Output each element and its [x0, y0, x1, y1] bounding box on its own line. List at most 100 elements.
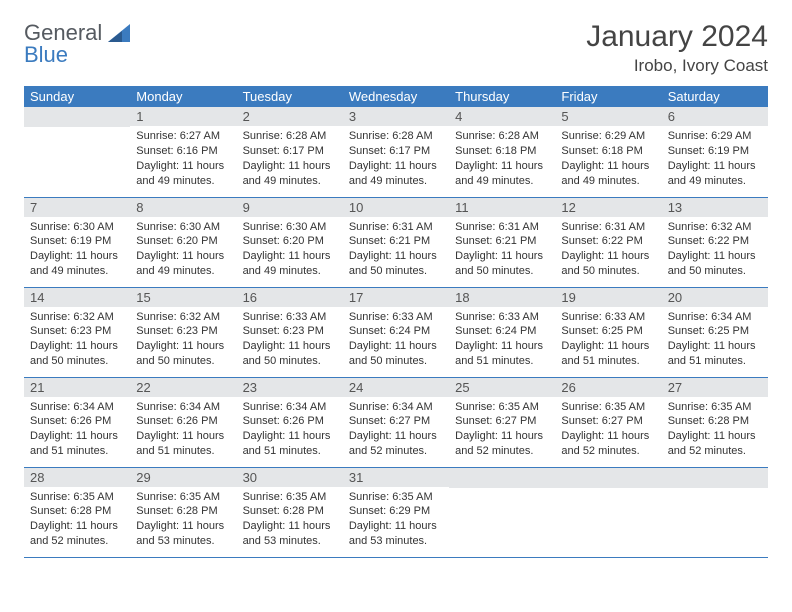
- day-body: Sunrise: 6:31 AMSunset: 6:21 PMDaylight:…: [343, 217, 449, 285]
- calendar-row: 14Sunrise: 6:32 AMSunset: 6:23 PMDayligh…: [24, 287, 768, 377]
- day-body: Sunrise: 6:32 AMSunset: 6:23 PMDaylight:…: [24, 307, 130, 375]
- day-body: Sunrise: 6:30 AMSunset: 6:19 PMDaylight:…: [24, 217, 130, 285]
- day-body: Sunrise: 6:35 AMSunset: 6:29 PMDaylight:…: [343, 487, 449, 555]
- day-body: Sunrise: 6:30 AMSunset: 6:20 PMDaylight:…: [130, 217, 236, 285]
- day-number: 6: [662, 107, 768, 126]
- calendar-cell: 5Sunrise: 6:29 AMSunset: 6:18 PMDaylight…: [555, 107, 661, 197]
- calendar-cell: 8Sunrise: 6:30 AMSunset: 6:20 PMDaylight…: [130, 197, 236, 287]
- day-number: 17: [343, 288, 449, 307]
- calendar-cell: [662, 467, 768, 557]
- page-header: General January 2024 Irobo, Ivory Coast: [24, 20, 768, 76]
- day-body: Sunrise: 6:28 AMSunset: 6:17 PMDaylight:…: [237, 126, 343, 194]
- day-number: 13: [662, 198, 768, 217]
- day-body: Sunrise: 6:29 AMSunset: 6:19 PMDaylight:…: [662, 126, 768, 194]
- calendar-cell: 23Sunrise: 6:34 AMSunset: 6:26 PMDayligh…: [237, 377, 343, 467]
- day-number: 8: [130, 198, 236, 217]
- calendar-cell: 7Sunrise: 6:30 AMSunset: 6:19 PMDaylight…: [24, 197, 130, 287]
- calendar-cell: 18Sunrise: 6:33 AMSunset: 6:24 PMDayligh…: [449, 287, 555, 377]
- calendar-cell: 4Sunrise: 6:28 AMSunset: 6:18 PMDaylight…: [449, 107, 555, 197]
- day-body: Sunrise: 6:32 AMSunset: 6:23 PMDaylight:…: [130, 307, 236, 375]
- day-number: 29: [130, 468, 236, 487]
- day-number: 4: [449, 107, 555, 126]
- title-block: January 2024 Irobo, Ivory Coast: [586, 20, 768, 76]
- day-number: 24: [343, 378, 449, 397]
- calendar-cell: 2Sunrise: 6:28 AMSunset: 6:17 PMDaylight…: [237, 107, 343, 197]
- day-body: Sunrise: 6:33 AMSunset: 6:23 PMDaylight:…: [237, 307, 343, 375]
- day-number: 18: [449, 288, 555, 307]
- day-body: Sunrise: 6:34 AMSunset: 6:27 PMDaylight:…: [343, 397, 449, 465]
- calendar-cell: 14Sunrise: 6:32 AMSunset: 6:23 PMDayligh…: [24, 287, 130, 377]
- empty-day-number: [449, 468, 555, 488]
- calendar-table: Sunday Monday Tuesday Wednesday Thursday…: [24, 86, 768, 558]
- day-number: 14: [24, 288, 130, 307]
- day-number: 27: [662, 378, 768, 397]
- calendar-cell: 20Sunrise: 6:34 AMSunset: 6:25 PMDayligh…: [662, 287, 768, 377]
- day-body: Sunrise: 6:27 AMSunset: 6:16 PMDaylight:…: [130, 126, 236, 194]
- calendar-cell: 25Sunrise: 6:35 AMSunset: 6:27 PMDayligh…: [449, 377, 555, 467]
- calendar-row: 7Sunrise: 6:30 AMSunset: 6:19 PMDaylight…: [24, 197, 768, 287]
- calendar-cell: 24Sunrise: 6:34 AMSunset: 6:27 PMDayligh…: [343, 377, 449, 467]
- calendar-cell: 28Sunrise: 6:35 AMSunset: 6:28 PMDayligh…: [24, 467, 130, 557]
- location: Irobo, Ivory Coast: [586, 56, 768, 76]
- calendar-row: 28Sunrise: 6:35 AMSunset: 6:28 PMDayligh…: [24, 467, 768, 557]
- calendar-cell: 27Sunrise: 6:35 AMSunset: 6:28 PMDayligh…: [662, 377, 768, 467]
- calendar-cell: 22Sunrise: 6:34 AMSunset: 6:26 PMDayligh…: [130, 377, 236, 467]
- calendar-body: 1Sunrise: 6:27 AMSunset: 6:16 PMDaylight…: [24, 107, 768, 557]
- empty-day-number: [24, 107, 130, 127]
- day-number: 23: [237, 378, 343, 397]
- day-number: 22: [130, 378, 236, 397]
- day-body: Sunrise: 6:35 AMSunset: 6:28 PMDaylight:…: [662, 397, 768, 465]
- day-number: 1: [130, 107, 236, 126]
- calendar-row: 1Sunrise: 6:27 AMSunset: 6:16 PMDaylight…: [24, 107, 768, 197]
- day-body: Sunrise: 6:33 AMSunset: 6:25 PMDaylight:…: [555, 307, 661, 375]
- weekday-header: Friday: [555, 86, 661, 107]
- day-body: Sunrise: 6:34 AMSunset: 6:25 PMDaylight:…: [662, 307, 768, 375]
- calendar-cell: 19Sunrise: 6:33 AMSunset: 6:25 PMDayligh…: [555, 287, 661, 377]
- day-number: 15: [130, 288, 236, 307]
- day-body: Sunrise: 6:32 AMSunset: 6:22 PMDaylight:…: [662, 217, 768, 285]
- weekday-header-row: Sunday Monday Tuesday Wednesday Thursday…: [24, 86, 768, 107]
- weekday-header: Tuesday: [237, 86, 343, 107]
- calendar-cell: 29Sunrise: 6:35 AMSunset: 6:28 PMDayligh…: [130, 467, 236, 557]
- day-body: Sunrise: 6:28 AMSunset: 6:18 PMDaylight:…: [449, 126, 555, 194]
- calendar-cell: 15Sunrise: 6:32 AMSunset: 6:23 PMDayligh…: [130, 287, 236, 377]
- logo-triangle-icon: [108, 24, 130, 42]
- day-number: 30: [237, 468, 343, 487]
- day-body: Sunrise: 6:35 AMSunset: 6:28 PMDaylight:…: [24, 487, 130, 555]
- calendar-cell: 11Sunrise: 6:31 AMSunset: 6:21 PMDayligh…: [449, 197, 555, 287]
- calendar-cell: 31Sunrise: 6:35 AMSunset: 6:29 PMDayligh…: [343, 467, 449, 557]
- calendar-cell: 12Sunrise: 6:31 AMSunset: 6:22 PMDayligh…: [555, 197, 661, 287]
- day-number: 25: [449, 378, 555, 397]
- logo-word-2: Blue: [24, 42, 68, 68]
- day-number: 5: [555, 107, 661, 126]
- day-body: Sunrise: 6:33 AMSunset: 6:24 PMDaylight:…: [343, 307, 449, 375]
- day-number: 20: [662, 288, 768, 307]
- day-number: 2: [237, 107, 343, 126]
- calendar-cell: 9Sunrise: 6:30 AMSunset: 6:20 PMDaylight…: [237, 197, 343, 287]
- day-body: Sunrise: 6:31 AMSunset: 6:22 PMDaylight:…: [555, 217, 661, 285]
- calendar-cell: 16Sunrise: 6:33 AMSunset: 6:23 PMDayligh…: [237, 287, 343, 377]
- day-number: 21: [24, 378, 130, 397]
- day-body: Sunrise: 6:35 AMSunset: 6:27 PMDaylight:…: [555, 397, 661, 465]
- weekday-header: Sunday: [24, 86, 130, 107]
- day-body: Sunrise: 6:28 AMSunset: 6:17 PMDaylight:…: [343, 126, 449, 194]
- day-body: Sunrise: 6:30 AMSunset: 6:20 PMDaylight:…: [237, 217, 343, 285]
- day-number: 16: [237, 288, 343, 307]
- day-number: 7: [24, 198, 130, 217]
- calendar-cell: 21Sunrise: 6:34 AMSunset: 6:26 PMDayligh…: [24, 377, 130, 467]
- calendar-row: 21Sunrise: 6:34 AMSunset: 6:26 PMDayligh…: [24, 377, 768, 467]
- weekday-header: Wednesday: [343, 86, 449, 107]
- calendar-cell: 13Sunrise: 6:32 AMSunset: 6:22 PMDayligh…: [662, 197, 768, 287]
- calendar-cell: 1Sunrise: 6:27 AMSunset: 6:16 PMDaylight…: [130, 107, 236, 197]
- calendar-cell: [24, 107, 130, 197]
- weekday-header: Monday: [130, 86, 236, 107]
- day-number: 31: [343, 468, 449, 487]
- day-body: Sunrise: 6:35 AMSunset: 6:28 PMDaylight:…: [237, 487, 343, 555]
- calendar-cell: [449, 467, 555, 557]
- day-number: 3: [343, 107, 449, 126]
- calendar-cell: 30Sunrise: 6:35 AMSunset: 6:28 PMDayligh…: [237, 467, 343, 557]
- day-number: 12: [555, 198, 661, 217]
- calendar-cell: [555, 467, 661, 557]
- day-body: Sunrise: 6:31 AMSunset: 6:21 PMDaylight:…: [449, 217, 555, 285]
- day-number: 28: [24, 468, 130, 487]
